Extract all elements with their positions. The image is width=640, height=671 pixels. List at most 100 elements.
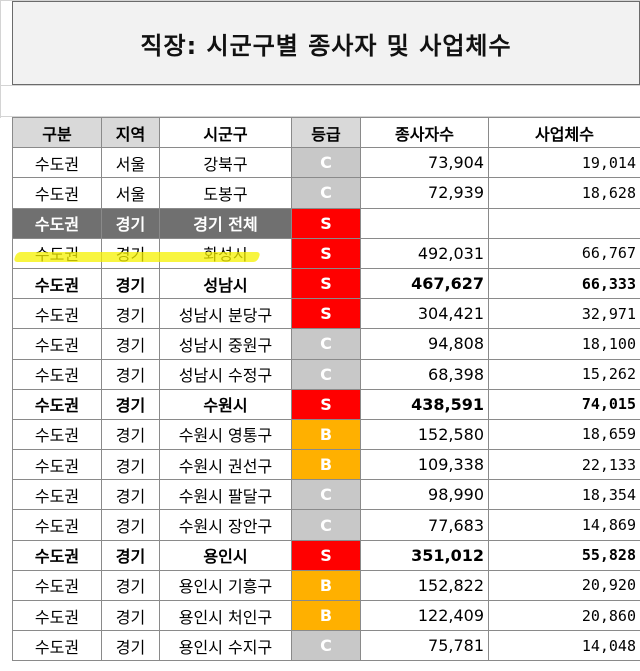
cell-workers[interactable]: 98,990 — [360, 479, 489, 511]
cell-gubun[interactable]: 수도권 — [12, 328, 102, 360]
cell-region[interactable]: 경기 — [101, 599, 160, 632]
cell-district[interactable]: 성남시 분당구 — [159, 298, 292, 330]
cell-businesses[interactable]: 19,014 — [488, 147, 640, 179]
cell-workers[interactable] — [360, 207, 489, 239]
cell-district[interactable]: 용인시 처인구 — [159, 599, 292, 632]
cell-workers[interactable]: 467,627 — [360, 267, 489, 300]
cell-workers[interactable]: 73,904 — [360, 147, 489, 179]
cell-district[interactable]: 용인시 수지구 — [159, 630, 292, 662]
cell-grade[interactable]: S — [291, 237, 361, 269]
cell-businesses[interactable]: 20,920 — [488, 569, 640, 602]
cell-district[interactable]: 수원시 권선구 — [159, 449, 292, 481]
cell-workers[interactable]: 75,781 — [360, 630, 489, 662]
cell-grade[interactable]: C — [291, 358, 361, 390]
cell-region[interactable]: 경기 — [101, 388, 160, 420]
cell-gubun[interactable]: 수도권 — [12, 147, 102, 179]
cell-gubun[interactable]: 수도권 — [12, 630, 102, 662]
cell-region[interactable]: 경기 — [101, 539, 160, 571]
cell-grade[interactable]: C — [291, 328, 361, 360]
cell-grade[interactable]: B — [291, 569, 361, 602]
cell-gubun[interactable]: 수도권 — [12, 267, 102, 300]
cell-district[interactable]: 강북구 — [159, 147, 292, 179]
header-workers[interactable]: 종사자수 — [360, 116, 489, 149]
cell-grade[interactable]: B — [291, 449, 361, 481]
cell-workers[interactable]: 351,012 — [360, 539, 489, 571]
cell-region[interactable]: 경기 — [101, 479, 160, 511]
cell-region[interactable]: 경기 — [101, 267, 160, 300]
cell-businesses[interactable]: 18,100 — [488, 328, 640, 360]
cell-district[interactable]: 수원시 영통구 — [159, 418, 292, 451]
cell-grade[interactable]: C — [291, 479, 361, 511]
cell-grade[interactable]: S — [291, 207, 361, 239]
cell-district[interactable]: 용인시 — [159, 539, 292, 571]
cell-district[interactable]: 수원시 장안구 — [159, 509, 292, 541]
title-box[interactable]: 직장: 시군구별 종사자 및 사업체수 — [12, 1, 640, 85]
cell-region[interactable]: 경기 — [101, 569, 160, 602]
cell-businesses[interactable]: 74,015 — [488, 388, 640, 420]
cell-district[interactable]: 수원시 — [159, 388, 292, 420]
cell-businesses[interactable]: 15,262 — [488, 358, 640, 390]
cell-workers[interactable]: 94,808 — [360, 328, 489, 360]
cell-grade[interactable]: B — [291, 599, 361, 632]
cell-gubun[interactable]: 수도권 — [12, 509, 102, 541]
cell-grade[interactable]: S — [291, 539, 361, 571]
cell-gubun[interactable]: 수도권 — [12, 479, 102, 511]
cell-businesses[interactable]: 14,869 — [488, 509, 640, 541]
cell-gubun[interactable]: 수도권 — [12, 418, 102, 451]
cell-businesses[interactable]: 18,354 — [488, 479, 640, 511]
cell-region[interactable]: 경기 — [101, 449, 160, 481]
cell-businesses[interactable]: 55,828 — [488, 539, 640, 571]
cell-gubun[interactable]: 수도권 — [12, 358, 102, 390]
cell-workers[interactable]: 72,939 — [360, 177, 489, 209]
cell-district[interactable]: 수원시 팔달구 — [159, 479, 292, 511]
cell-workers[interactable]: 77,683 — [360, 509, 489, 541]
cell-businesses[interactable]: 18,628 — [488, 177, 640, 209]
cell-district[interactable]: 성남시 중원구 — [159, 328, 292, 360]
cell-workers[interactable]: 304,421 — [360, 298, 489, 330]
cell-gubun[interactable]: 수도권 — [12, 207, 102, 239]
cell-region[interactable]: 경기 — [101, 298, 160, 330]
header-grade[interactable]: 등급 — [291, 116, 361, 149]
header-region[interactable]: 지역 — [101, 116, 160, 149]
cell-grade[interactable]: B — [291, 418, 361, 451]
cell-region[interactable]: 서울 — [101, 147, 160, 179]
cell-workers[interactable]: 109,338 — [360, 449, 489, 481]
cell-gubun[interactable]: 수도권 — [12, 388, 102, 420]
cell-gubun[interactable]: 수도권 — [12, 569, 102, 602]
cell-businesses[interactable]: 18,659 — [488, 418, 640, 451]
cell-region[interactable]: 경기 — [101, 630, 160, 662]
cell-district[interactable]: 용인시 기흥구 — [159, 569, 292, 602]
cell-grade[interactable]: S — [291, 388, 361, 420]
cell-workers[interactable]: 68,398 — [360, 358, 489, 390]
cell-workers[interactable]: 492,031 — [360, 237, 489, 269]
cell-grade[interactable]: S — [291, 267, 361, 300]
cell-district[interactable]: 성남시 — [159, 267, 292, 300]
cell-businesses[interactable]: 22,133 — [488, 449, 640, 481]
cell-workers[interactable]: 438,591 — [360, 388, 489, 420]
cell-region[interactable]: 서울 — [101, 177, 160, 209]
cell-gubun[interactable]: 수도권 — [12, 177, 102, 209]
cell-businesses[interactable]: 66,333 — [488, 267, 640, 300]
cell-grade[interactable]: C — [291, 630, 361, 662]
cell-gubun[interactable]: 수도권 — [12, 449, 102, 481]
cell-region[interactable]: 경기 — [101, 509, 160, 541]
cell-workers[interactable]: 122,409 — [360, 599, 489, 632]
cell-grade[interactable]: C — [291, 177, 361, 209]
cell-region[interactable]: 경기 — [101, 358, 160, 390]
cell-district[interactable]: 도봉구 — [159, 177, 292, 209]
cell-grade[interactable]: C — [291, 147, 361, 179]
cell-district[interactable]: 성남시 수정구 — [159, 358, 292, 390]
cell-businesses[interactable]: 20,860 — [488, 599, 640, 632]
cell-region[interactable]: 경기 — [101, 328, 160, 360]
cell-gubun[interactable]: 수도권 — [12, 599, 102, 632]
cell-businesses[interactable]: 32,971 — [488, 298, 640, 330]
cell-district[interactable]: 경기 전체 — [159, 207, 292, 239]
cell-businesses[interactable]: 66,767 — [488, 237, 640, 269]
cell-grade[interactable]: C — [291, 509, 361, 541]
header-businesses[interactable]: 사업체수 — [488, 116, 640, 149]
cell-region[interactable]: 경기 — [101, 207, 160, 239]
header-gubun[interactable]: 구분 — [12, 116, 102, 149]
cell-workers[interactable]: 152,822 — [360, 569, 489, 602]
cell-gubun[interactable]: 수도권 — [12, 539, 102, 571]
cell-workers[interactable]: 152,580 — [360, 418, 489, 451]
